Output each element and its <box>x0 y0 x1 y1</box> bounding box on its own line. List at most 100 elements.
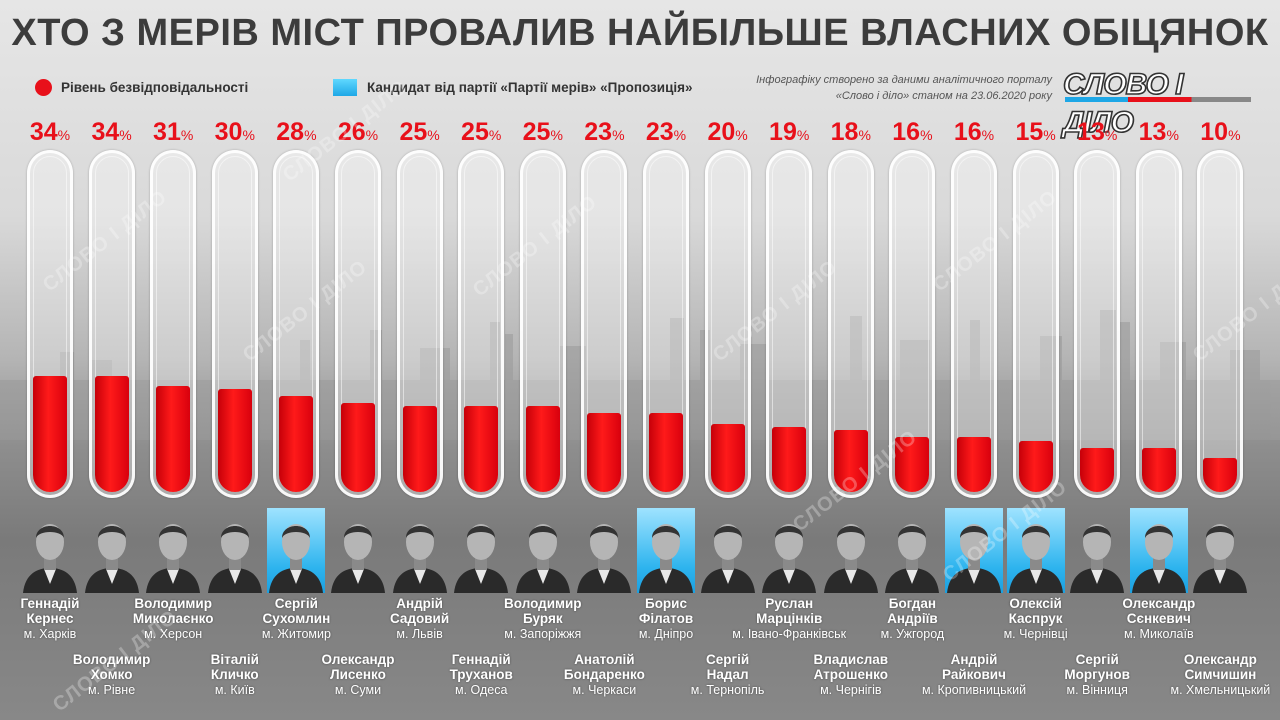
bar-tube <box>643 150 689 498</box>
mayor-last-name: Надал <box>706 667 749 682</box>
value-number: 10 <box>1200 118 1229 146</box>
value-label: 23% <box>573 118 635 147</box>
person-silhouette-icon <box>392 524 447 593</box>
legend-blue-label: Кандидат від партії «Партії мерів» «Проп… <box>367 80 693 95</box>
person-silhouette-icon <box>146 524 201 593</box>
bar-fill <box>1018 441 1053 492</box>
mayor-first-name: Олександр <box>321 652 395 667</box>
person-silhouette-icon <box>947 524 1001 593</box>
value-label: 16% <box>881 118 943 147</box>
bar-tube <box>704 150 751 498</box>
bar-tube <box>211 150 258 498</box>
value-label: 25% <box>389 118 451 147</box>
mayor-name-label: Сергій Моргунов м. Вінниця <box>1032 652 1162 698</box>
mayor-portrait <box>575 508 633 593</box>
mayor-name-label: Володимир Хомко м. Рівне <box>47 652 177 698</box>
bar-tube <box>150 150 197 498</box>
mayor-first-name: Андрій <box>950 652 998 667</box>
mayor-portrait <box>514 508 572 593</box>
mayor-first-name: Богдан <box>888 596 937 611</box>
red-dot-icon <box>35 79 52 96</box>
logo-text: СЛОВО І ДІЛО <box>1062 67 1184 140</box>
person-silhouette-icon <box>23 524 77 593</box>
mayor-city: м. Тернопіль <box>690 683 765 697</box>
mayor-name-label: Андрій Садовий м. Львів <box>355 596 485 642</box>
source-line-1: Інфографіку створено за даними аналітичн… <box>756 74 1052 86</box>
value-label: 34% <box>81 118 143 147</box>
mayor-portrait <box>760 508 818 593</box>
value-unit: % <box>180 127 194 143</box>
value-label: 23% <box>635 118 697 147</box>
value-number: 13 <box>1138 118 1167 146</box>
bar-tube <box>27 150 73 498</box>
value-number: 25 <box>461 118 489 146</box>
mayor-portrait <box>945 508 1003 593</box>
mayor-portrait <box>21 508 79 593</box>
person-silhouette-icon <box>823 524 878 593</box>
mayor-portrait <box>452 508 510 593</box>
value-unit: % <box>735 127 748 143</box>
mayor-city: м. Кропивницький <box>921 683 1027 697</box>
mayor-first-name: Олександр <box>1183 652 1257 667</box>
bar-fill <box>772 427 807 492</box>
legend-red: Рівень безвідповідальності <box>35 79 248 96</box>
mayor-portrait <box>83 508 141 593</box>
person-silhouette-icon <box>84 524 139 593</box>
value-number: 23 <box>584 118 613 146</box>
mayor-city: м. Черкаси <box>572 683 637 697</box>
mayor-portrait <box>883 508 941 593</box>
bar-tube <box>951 150 997 498</box>
bar-tube <box>1074 150 1121 498</box>
mayor-name-label: Олександр Сєнкевич м. Миколаїв <box>1094 596 1224 642</box>
person-silhouette-icon <box>885 524 940 593</box>
mayor-last-name: Бондаренко <box>563 667 645 682</box>
mayor-portrait <box>1129 508 1188 593</box>
bar-fill <box>525 406 560 492</box>
mayor-city: м. Вінниця <box>1066 683 1128 697</box>
mayor-portrait <box>206 508 264 593</box>
mayor-name-label: Володимир Миколаєнко м. Херсон <box>108 596 238 642</box>
mayor-city: м. Суми <box>334 683 382 697</box>
mayor-last-name: Садовий <box>390 611 450 626</box>
bar-fill <box>895 437 930 492</box>
value-unit: % <box>1228 127 1241 143</box>
value-number: 15 <box>1015 118 1044 146</box>
bar-tube <box>273 150 320 498</box>
mayor-last-name: Сухомлин <box>262 611 331 626</box>
person-silhouette-icon <box>762 524 817 593</box>
value-unit: % <box>1166 127 1179 143</box>
legend-blue: Кандидат від партії «Партії мерів» «Проп… <box>333 79 693 96</box>
mayor-city: м. Івано-Франківськ <box>732 627 847 641</box>
person-silhouette-icon <box>454 524 509 593</box>
mayor-name-label: Олексій Каспрук м. Чернівці <box>971 596 1101 642</box>
mayor-name-label: Сергій Сухомлин м. Житомир <box>231 596 361 642</box>
mayor-first-name: Анатолій <box>574 652 635 667</box>
bar-fill <box>94 376 129 492</box>
value-label: 16% <box>943 118 1005 147</box>
bar-tube <box>889 150 936 498</box>
bar-fill <box>833 430 868 492</box>
mayor-name-label: Андрій Райкович м. Кропивницький <box>909 652 1039 698</box>
value-label: 13% <box>1128 118 1190 147</box>
mayor-name-label: Борис Філатов м. Дніпро <box>601 596 731 642</box>
mayor-portrait <box>637 508 695 593</box>
mayor-name-label: Анатолій Бондаренко м. Черкаси <box>539 652 669 698</box>
bar-fill <box>1080 448 1115 492</box>
value-label: 26% <box>327 118 389 147</box>
mayor-last-name: Симчишин <box>1184 667 1257 682</box>
value-unit: % <box>304 127 317 143</box>
mayor-name-label: Олександр Лисенко м. Суми <box>293 652 423 698</box>
mayor-portrait <box>699 508 757 593</box>
mayor-last-name: Кличко <box>210 667 259 682</box>
mayor-last-name: Сєнкевич <box>1126 611 1191 626</box>
mayor-city: м. Харків <box>23 627 77 641</box>
person-silhouette-icon <box>207 524 262 593</box>
mayor-name-label: Віталій Кличко м. Київ <box>170 652 300 698</box>
value-unit: % <box>119 127 132 143</box>
mayor-name-label: Геннадій Труханов м. Одеса <box>416 652 546 698</box>
bar-tube <box>396 150 443 498</box>
mayor-city: м. Львів <box>396 627 443 641</box>
value-number: 18 <box>830 118 859 146</box>
value-label: 10% <box>1189 118 1251 147</box>
logo-underline <box>1065 97 1251 102</box>
